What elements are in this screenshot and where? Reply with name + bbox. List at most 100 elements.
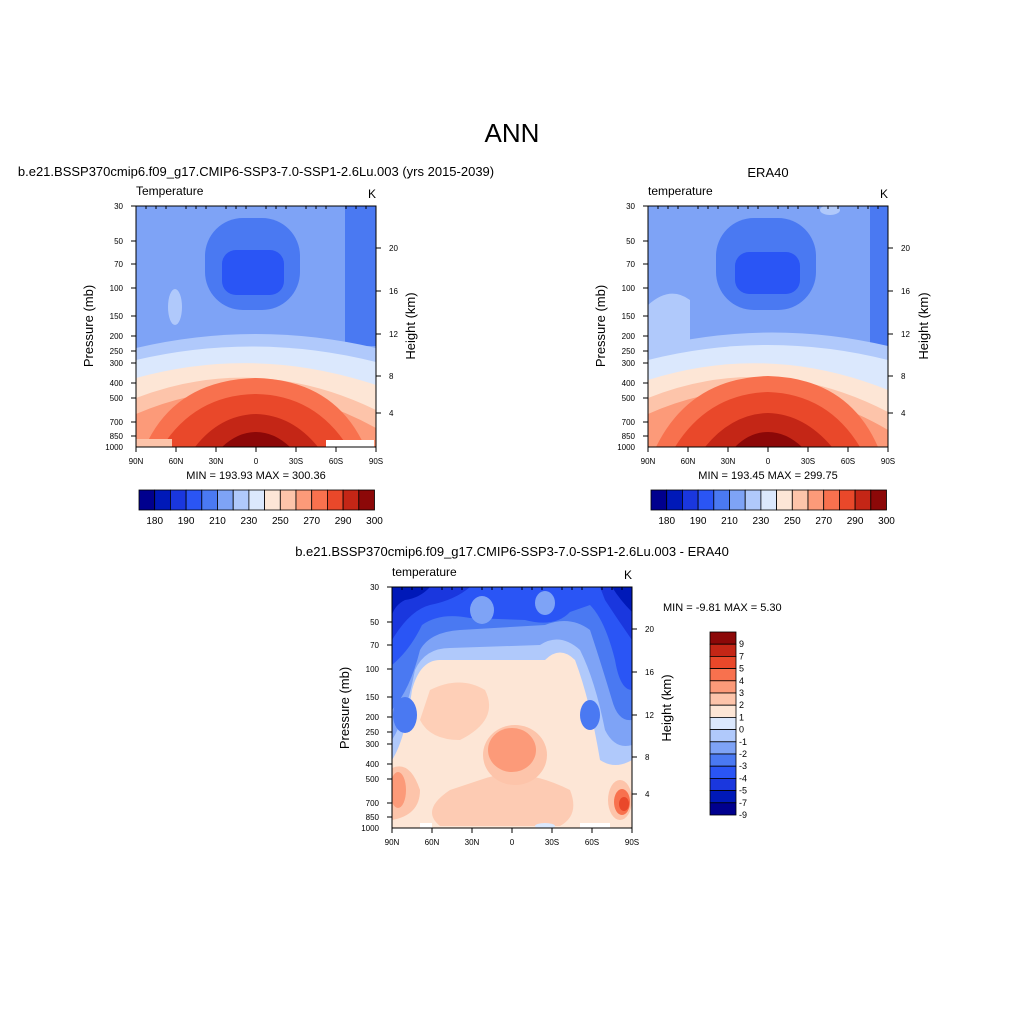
x-tick-label: 0 [254,457,259,466]
colorbar-label: -7 [739,798,747,808]
panel-obs-stats: MIN = 193.45 MAX = 299.75 [698,470,837,482]
colorbar-swatch [709,753,737,767]
panel-model-field [136,206,376,447]
y-tick-label: 30 [626,202,635,211]
panel-diff-x-ticks: 90N 60N 30N 0 30S 60S 90S [385,838,639,847]
height-tick-label: 4 [901,409,906,418]
x-tick-label: 30N [209,457,224,466]
panel-model-stats: MIN = 193.93 MAX = 300.36 [186,470,325,482]
height-tick-label: 4 [389,409,394,418]
panel-obs-right-ticks: 20 16 12 8 4 [901,244,910,418]
colorbar-swatch [854,489,872,511]
y-tick-label: 850 [110,432,124,441]
page-title: ANN [484,118,540,148]
y-tick-label: 100 [110,284,124,293]
x-tick-label: 90S [625,838,639,847]
colorbar-swatch [697,489,715,511]
y-tick-label: 300 [366,740,380,749]
y-tick-label: 700 [622,418,636,427]
y-tick-label: 150 [110,312,124,321]
colorbar-swatch [248,489,265,511]
y-tick-label: 700 [110,418,124,427]
panel-diff-ylabel: Pressure (mb) [337,667,352,749]
x-tick-label: 60N [425,838,440,847]
colorbar-label: 4 [739,676,744,686]
colorbar-label: 270 [303,516,320,527]
colorbar-label: -2 [739,749,747,759]
colorbar-swatch [326,489,344,511]
colorbar-label: 210 [209,516,226,527]
panel-obs-y-ticks: 30 50 70 100 150 200 250 300 400 500 700… [617,202,635,452]
colorbar-swatch [311,489,328,511]
x-tick-label: 90S [881,457,895,466]
y-tick-label: 250 [110,347,124,356]
colorbar-swatch [185,489,203,511]
height-tick-label: 12 [389,330,398,339]
colorbar-swatch [823,489,840,511]
colorbar-swatch [713,489,730,511]
height-tick-label: 4 [645,790,650,799]
y-tick-label: 250 [622,347,636,356]
panel-model-unit: K [368,187,376,201]
colorbar-swatch [729,489,746,511]
x-tick-label: 60S [585,838,599,847]
y-tick-label: 1000 [617,443,635,452]
colorbar-label: -9 [739,810,747,820]
panel-diff-left-label: temperature [392,565,457,579]
colorbar-label: -3 [739,761,747,771]
y-tick-label: 70 [370,641,379,650]
y-tick-label: 400 [366,760,380,769]
y-tick-label: 500 [622,394,636,403]
height-tick-label: 20 [901,244,910,253]
colorbar-label: -4 [739,773,747,783]
height-tick-label: 20 [645,625,654,634]
colorbar-swatch [744,489,762,511]
colorbar-label: 190 [690,516,707,527]
colorbar-swatch [709,717,737,731]
colorbar-swatch [709,631,737,645]
colorbar-label: 180 [146,516,163,527]
colorbar-label: 5 [739,664,744,674]
y-tick-label: 50 [626,237,635,246]
colorbar-label: 9 [739,639,744,649]
panel-obs-title: ERA40 [747,165,788,180]
colorbar-label: 7 [739,651,744,661]
x-tick-label: 60S [841,457,855,466]
y-tick-label: 150 [366,693,380,702]
panel-diff-colorbar: 9 7 5 4 3 2 1 0 -1 -2 -3 -4 -5 -7 -9 [709,631,747,820]
height-tick-label: 12 [645,711,654,720]
panel-model-colorbar: 180 190 210 230 250 270 290 300 [138,489,383,527]
colorbar-label: 290 [335,516,352,527]
colorbar-label: -1 [739,737,747,747]
colorbar-swatch [709,802,737,816]
y-tick-label: 700 [366,799,380,808]
height-tick-label: 8 [389,372,394,381]
colorbar-swatch [709,790,737,804]
colorbar-swatch [709,765,737,779]
panel-diff: b.e21.BSSP370cmip6.f09_g17.CMIP6-SSP3-7.… [295,544,781,847]
colorbar-label: 210 [721,516,738,527]
y-tick-label: 1000 [361,824,379,833]
y-tick-label: 300 [622,359,636,368]
height-tick-label: 8 [645,753,650,762]
y-tick-label: 300 [110,359,124,368]
colorbar-swatch [870,489,887,511]
colorbar-label: 300 [366,516,383,527]
colorbar-swatch [709,729,737,743]
panel-obs-left-label: temperature [648,184,713,198]
y-tick-label: 850 [622,432,636,441]
x-tick-label: 30S [801,457,815,466]
colorbar-label: 230 [241,516,258,527]
colorbar-swatch [264,489,281,511]
panel-diff-right-ticks: 20 16 12 8 4 [645,625,654,799]
panel-diff-title: b.e21.BSSP370cmip6.f09_g17.CMIP6-SSP3-7.… [295,544,729,559]
colorbar-swatch [650,489,668,511]
y-tick-label: 1000 [105,443,123,452]
colorbar-swatch [709,778,737,792]
colorbar-swatch [709,741,737,755]
y-tick-label: 70 [626,260,635,269]
y-tick-label: 50 [114,237,123,246]
y-tick-label: 400 [622,379,636,388]
panel-model-x-ticks: 90N 60N 30N 0 30S 60S 90S [129,457,383,466]
